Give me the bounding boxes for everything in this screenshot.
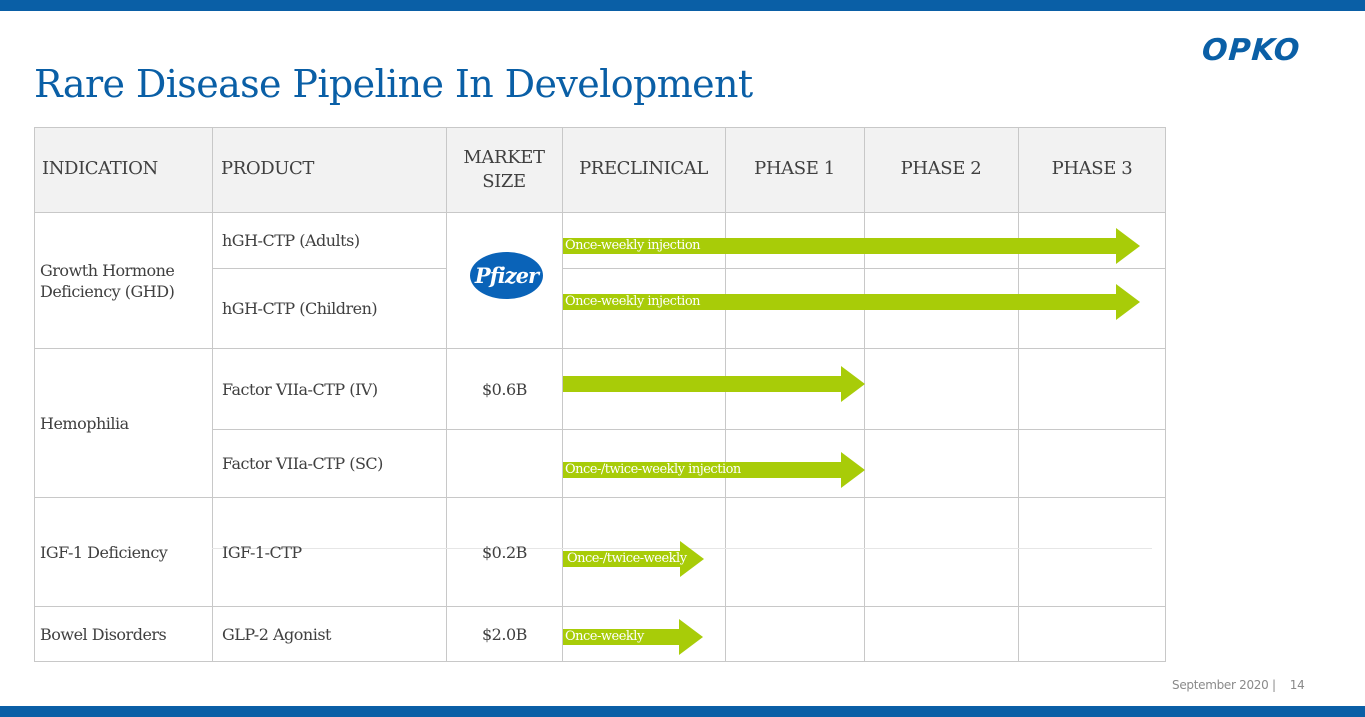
col-divider [212, 127, 213, 662]
top-brand-bar [0, 0, 1365, 11]
arrow-shaft [563, 238, 1118, 254]
arrow-glp2: Once-weekly [563, 619, 704, 655]
page-number: 14 [1289, 678, 1305, 692]
col-divider [562, 127, 563, 662]
border-bottom [34, 661, 1166, 662]
arrow-head [841, 452, 865, 488]
product-igf1-ctp: IGF-1-CTP [222, 543, 302, 562]
row-divider [34, 497, 1166, 498]
header-phase3: PHASE 3 [1051, 158, 1133, 179]
row-divider [34, 212, 1166, 213]
table-header-row [34, 127, 1166, 212]
arrow-hgh-adults: Once-weekly injection [563, 228, 1141, 264]
row-divider [34, 348, 1166, 349]
opko-logo: OPKO [1200, 33, 1302, 68]
indication-hemophilia: Hemophilia [40, 414, 129, 433]
header-preclinical: PRECLINICAL [579, 158, 708, 179]
header-phase1: PHASE 1 [754, 158, 835, 179]
arrow-head [841, 366, 865, 402]
row-divider [212, 429, 1166, 430]
arrow-shaft [563, 629, 681, 645]
indication-igf1: IGF-1 Deficiency [40, 543, 168, 562]
indication-ghd-line2: Deficiency (GHD) [40, 282, 175, 301]
header-phase2: PHASE 2 [900, 158, 982, 179]
market-size-igf1: $0.2B [482, 543, 527, 562]
arrow-label: Once-/twice-weekly [567, 551, 687, 566]
arrow-hgh-children: Once-weekly injection [563, 284, 1141, 320]
header-indication: INDICATION [42, 158, 158, 179]
product-factor-viia-iv: Factor VIIa-CTP (IV) [222, 380, 378, 399]
arrow-label: Once-weekly injection [565, 294, 701, 309]
border-right [1165, 127, 1166, 662]
product-hgh-adults: hGH-CTP (Adults) [222, 231, 360, 250]
col-divider [1018, 127, 1019, 662]
page-title: Rare Disease Pipeline In Development [34, 62, 753, 106]
footer-date: September 2020 | [1172, 678, 1276, 692]
header-product: PRODUCT [221, 158, 315, 179]
arrow-shaft [563, 551, 682, 567]
col-divider [446, 127, 447, 662]
bottom-brand-bar [0, 706, 1365, 717]
arrow-igf1-ctp: Once-/twice-weekly [563, 541, 705, 577]
row-divider [562, 268, 1166, 269]
border-left [34, 127, 35, 662]
market-size-factor-viia: $0.6B [482, 380, 527, 399]
arrow-shaft [563, 462, 843, 478]
pfizer-logo-text: Pfizer [474, 263, 539, 288]
arrow-shaft [563, 376, 843, 392]
indication-bowel: Bowel Disorders [40, 625, 167, 644]
arrow-factor-viia-sc: Once-/twice-weekly injection [563, 452, 866, 488]
pfizer-logo: Pfizer [470, 252, 543, 299]
arrow-head [680, 541, 704, 577]
arrow-head [679, 619, 703, 655]
market-size-glp2: $2.0B [482, 625, 527, 644]
arrow-label: Once-weekly injection [565, 238, 701, 253]
indication-ghd-line1: Growth Hormone [40, 261, 175, 280]
product-hgh-children: hGH-CTP (Children) [222, 299, 378, 318]
arrow-factor-viia-iv [563, 366, 866, 402]
row-divider [212, 268, 446, 269]
product-factor-viia-sc: Factor VIIa-CTP (SC) [222, 454, 383, 473]
arrow-head [1116, 284, 1140, 320]
border-top [34, 127, 1166, 128]
pipeline-table: INDICATION PRODUCT MARKET SIZE PRECLINIC… [34, 127, 1166, 662]
arrow-label: Once-weekly [565, 629, 644, 644]
row-divider [34, 606, 1166, 607]
header-market-size-line1: MARKET [463, 147, 545, 168]
arrow-shaft [563, 294, 1118, 310]
header-market-size-line2: SIZE [482, 171, 526, 192]
footer: September 2020 | 14 [1172, 678, 1305, 692]
product-glp2-agonist: GLP-2 Agonist [222, 625, 331, 644]
col-divider [725, 127, 726, 662]
arrow-head [1116, 228, 1140, 264]
arrow-label: Once-/twice-weekly injection [565, 462, 741, 477]
